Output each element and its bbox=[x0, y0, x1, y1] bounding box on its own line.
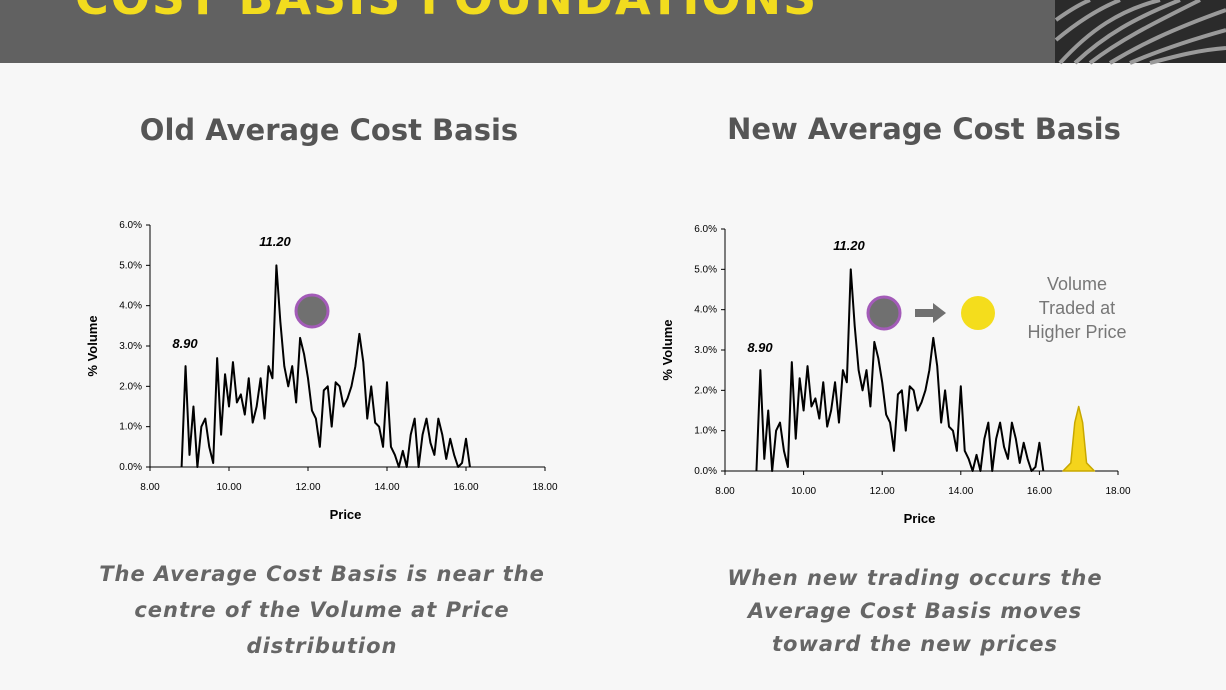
line bbox=[755, 268, 1045, 472]
x-tick-label: 12.00 bbox=[870, 486, 895, 497]
caption: centre of the Volume at Price bbox=[134, 598, 509, 622]
x-tick-label: 16.00 bbox=[453, 482, 478, 493]
x-tick-label: 10.00 bbox=[791, 486, 816, 497]
y-tick-label: 6.0% bbox=[694, 224, 717, 235]
x-tick-label: 8.00 bbox=[140, 482, 160, 493]
caption: Average Cost Basis moves bbox=[746, 599, 1082, 623]
x-tick-label: 18.00 bbox=[532, 482, 557, 493]
annotation: 8.90 bbox=[747, 340, 773, 355]
annotation: 11.20 bbox=[833, 238, 865, 253]
chart-title: New Average Cost Basis bbox=[727, 112, 1121, 146]
x-tick-label: 12.00 bbox=[295, 482, 320, 493]
arrow bbox=[915, 303, 946, 323]
y-tick-label: 0.0% bbox=[119, 462, 142, 473]
cost-basis-marker bbox=[294, 293, 330, 329]
x-tick-label: 16.00 bbox=[1027, 486, 1052, 497]
annotation: 8.90 bbox=[172, 336, 198, 351]
y-tick-label: 4.0% bbox=[119, 301, 142, 312]
y-tick-label: 5.0% bbox=[119, 260, 142, 271]
y-tick-label: 5.0% bbox=[694, 264, 717, 275]
x-tick-label: 14.00 bbox=[948, 486, 973, 497]
x-tick-label: 8.00 bbox=[715, 486, 735, 497]
y-tick-label: 6.0% bbox=[119, 220, 142, 231]
old-cost-basis-marker bbox=[866, 295, 902, 331]
y-tick-label: 1.0% bbox=[119, 422, 142, 433]
y-tick-label: 4.0% bbox=[694, 305, 717, 316]
x-axis-label: Price bbox=[330, 507, 362, 522]
note: Higher Price bbox=[1027, 322, 1126, 342]
header-pattern bbox=[1054, 0, 1226, 65]
x-tick-label: 14.00 bbox=[374, 482, 399, 493]
annotation: 11.20 bbox=[259, 234, 291, 249]
line bbox=[180, 264, 471, 468]
y-axis-label: % Volume bbox=[660, 319, 675, 380]
x-axis-label: Price bbox=[904, 511, 936, 526]
caption: When new trading occurs the bbox=[727, 566, 1102, 590]
y-tick-label: 0.0% bbox=[694, 466, 717, 477]
new-cost-basis-marker bbox=[961, 296, 995, 330]
y-tick-label: 2.0% bbox=[119, 381, 142, 392]
header-bar bbox=[0, 0, 1226, 63]
caption: The Average Cost Basis is near the bbox=[99, 562, 545, 586]
x-tick-label: 10.00 bbox=[216, 482, 241, 493]
note: Volume bbox=[1047, 274, 1107, 294]
y-tick-label: 2.0% bbox=[694, 385, 717, 396]
header-title: COST BASIS FOUNDATIONS bbox=[75, 0, 818, 25]
caption: distribution bbox=[247, 634, 398, 658]
area bbox=[1062, 405, 1096, 472]
y-tick-label: 3.0% bbox=[119, 341, 142, 352]
x-tick-label: 18.00 bbox=[1105, 486, 1130, 497]
caption: toward the new prices bbox=[772, 632, 1058, 656]
y-tick-label: 1.0% bbox=[694, 426, 717, 437]
note: Traded at bbox=[1039, 298, 1115, 318]
chart-title: Old Average Cost Basis bbox=[140, 113, 518, 147]
y-tick-label: 3.0% bbox=[694, 345, 717, 356]
y-axis-label: % Volume bbox=[85, 315, 100, 376]
